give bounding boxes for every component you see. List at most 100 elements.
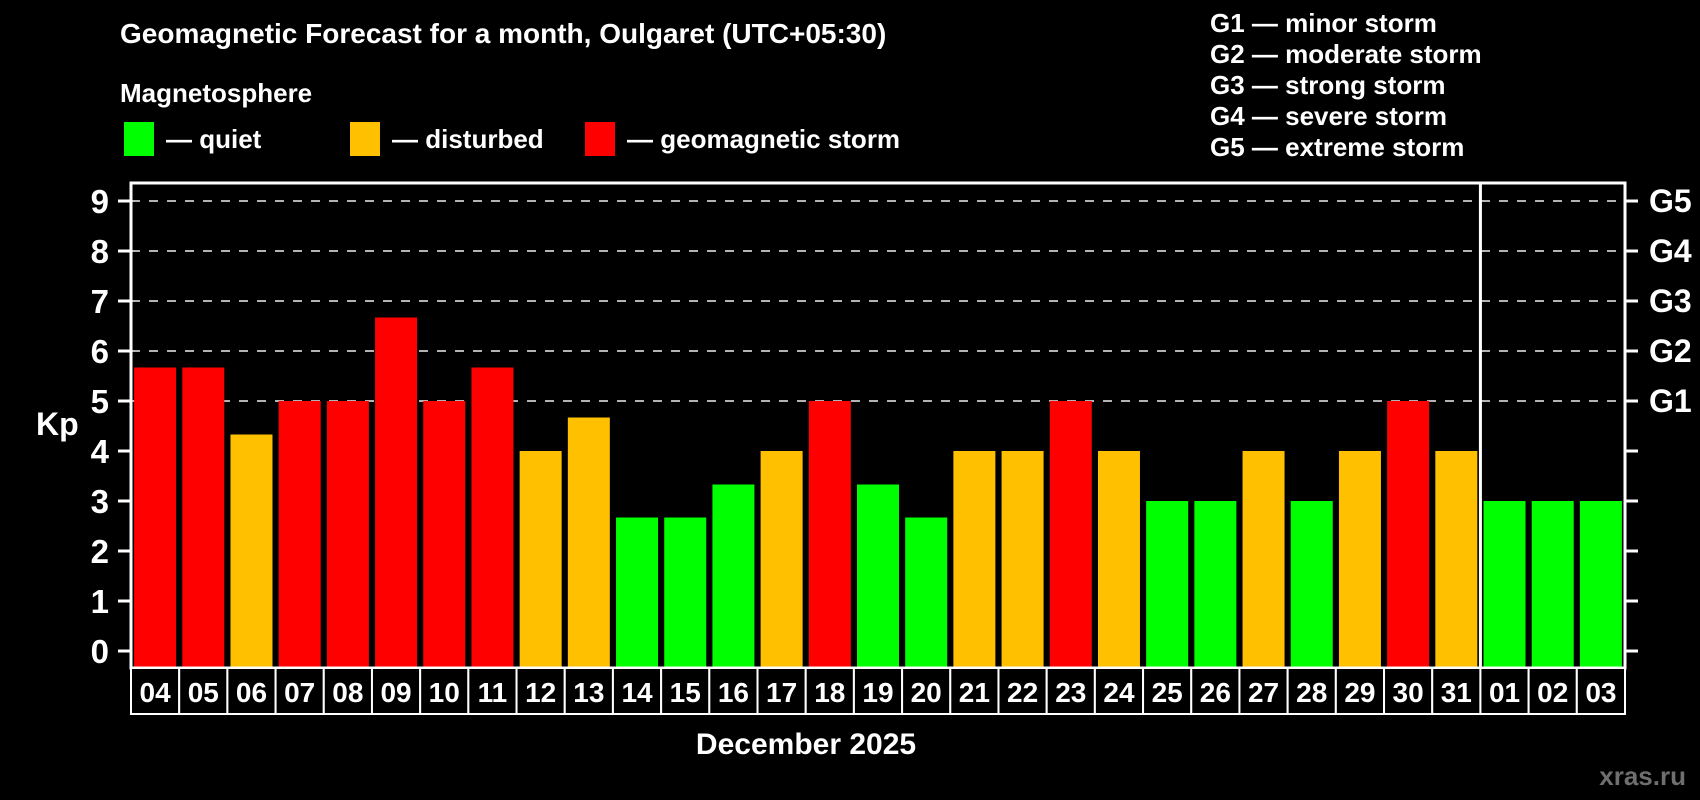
legend-label-quiet: — quiet <box>166 123 262 154</box>
kp-bar-day-03 <box>1579 501 1622 668</box>
y-tick-label: 5 <box>91 383 109 420</box>
day-label: 16 <box>718 677 749 708</box>
legend-item-quiet: — quiet <box>124 120 261 158</box>
day-label: 27 <box>1248 677 1279 708</box>
day-cell <box>370 667 422 715</box>
y-tick-label: 8 <box>91 233 109 270</box>
kp-bar-day-10 <box>423 401 466 668</box>
day-label: 03 <box>1585 677 1616 708</box>
kp-bar-day-19 <box>857 484 899 668</box>
day-cell <box>949 667 1000 715</box>
day-label: 17 <box>766 677 797 708</box>
kp-bar-day-16 <box>712 484 755 668</box>
kp-bar-day-08 <box>326 401 369 668</box>
kp-bar-day-09 <box>375 317 418 668</box>
kp-bar-day-22 <box>1001 451 1044 668</box>
day-label: 28 <box>1296 677 1327 708</box>
kp-bar-day-11 <box>471 367 514 668</box>
y-axis-title: Kp <box>36 406 79 442</box>
day-label: 01 <box>1489 677 1520 708</box>
kp-bar-day-30 <box>1387 401 1430 668</box>
quiet-swatch-icon <box>124 122 154 156</box>
kp-bar-day-12 <box>519 451 562 668</box>
day-label: 22 <box>1007 677 1038 708</box>
y-tick-label: 1 <box>91 583 109 620</box>
chart-subtitle: Magnetosphere <box>120 78 313 108</box>
kp-bar-day-17 <box>760 451 803 668</box>
day-label: 24 <box>1103 677 1135 708</box>
y-tick-label: 3 <box>91 483 109 520</box>
day-label: 06 <box>236 677 267 708</box>
storm-scale-line-g5: G5 — extreme storm <box>1210 132 1465 162</box>
day-cell <box>852 667 904 715</box>
g-level-label: G1 <box>1649 383 1692 419</box>
y-tick-label: 7 <box>91 283 109 320</box>
day-label: 05 <box>188 677 219 708</box>
kp-bar-day-25 <box>1146 501 1189 668</box>
legend-label-storm: — geomagnetic storm <box>627 123 901 154</box>
y-tick-label: 4 <box>91 433 110 470</box>
day-label: 09 <box>380 677 411 708</box>
y-tick-label: 6 <box>91 333 109 370</box>
day-label: 04 <box>140 677 172 708</box>
day-label: 30 <box>1393 677 1424 708</box>
legend-item-disturbed: — disturbed <box>350 120 544 158</box>
g-level-label: G3 <box>1649 283 1692 319</box>
day-label: 02 <box>1537 677 1568 708</box>
day-label: 12 <box>525 677 556 708</box>
storm-scale-line-g4: G4 — severe storm <box>1210 101 1448 131</box>
storm-scale-line-g2: G2 — moderate storm <box>1210 39 1482 69</box>
day-cell <box>1045 667 1096 715</box>
day-label: 26 <box>1200 677 1231 708</box>
day-cell <box>1093 667 1145 715</box>
day-label: 31 <box>1441 677 1472 708</box>
day-cell <box>1334 667 1386 715</box>
legend-label-disturbed: — disturbed <box>392 123 544 154</box>
g-level-label: G4 <box>1649 233 1692 269</box>
storm-scale-legend: G1 — minor storm G2 — moderate storm G3 … <box>1210 8 1482 163</box>
day-cell <box>419 667 470 715</box>
day-cell <box>611 667 663 715</box>
day-label: 25 <box>1152 677 1183 708</box>
y-tick-label: 0 <box>91 633 109 670</box>
day-label: 08 <box>332 677 363 708</box>
day-cell <box>563 667 614 715</box>
day-cell <box>1190 667 1241 715</box>
day-cell <box>804 667 855 715</box>
day-label: 13 <box>573 677 604 708</box>
day-label: 19 <box>862 677 893 708</box>
kp-bar-day-21 <box>953 451 996 668</box>
day-cell <box>1286 667 1337 715</box>
day-label: 23 <box>1055 677 1086 708</box>
legend-item-storm: — geomagnetic storm <box>585 120 900 158</box>
disturbed-swatch-icon <box>350 122 380 156</box>
day-cell <box>226 667 277 715</box>
day-cell <box>1479 667 1530 715</box>
day-label: 20 <box>911 677 942 708</box>
kp-bar-day-01 <box>1483 501 1526 668</box>
kp-bar-day-18 <box>808 401 851 668</box>
day-label: 14 <box>621 677 653 708</box>
day-label: 18 <box>814 677 845 708</box>
kp-bar-day-06 <box>230 434 273 668</box>
day-cell <box>1431 667 1482 715</box>
day-label: 21 <box>959 677 990 708</box>
kp-bar-day-24 <box>1097 451 1140 668</box>
kp-bar-day-23 <box>1049 401 1092 668</box>
kp-bar-day-13 <box>567 417 610 668</box>
day-cell <box>467 667 518 715</box>
kp-bar-day-05 <box>182 367 225 668</box>
day-label: 10 <box>429 677 460 708</box>
y-tick-label: 9 <box>91 183 109 220</box>
kp-bar-day-14 <box>616 517 659 668</box>
day-cell <box>515 667 566 715</box>
day-label: 07 <box>284 677 315 708</box>
storm-scale-line-g3: G3 — strong storm <box>1210 70 1446 100</box>
day-cell <box>322 667 373 715</box>
kp-bar-day-27 <box>1242 451 1285 668</box>
day-cell <box>178 667 229 715</box>
day-label: 11 <box>478 677 508 708</box>
day-cell <box>660 667 711 715</box>
